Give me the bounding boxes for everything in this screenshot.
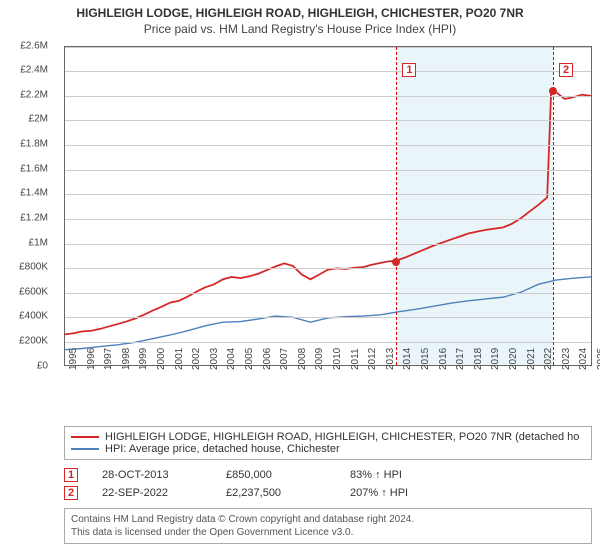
y-tick-label: £600K: [19, 286, 48, 297]
x-tick-label: 2025: [596, 347, 600, 369]
chart: 12 £0£200K£400K£600K£800K£1M£1.2M£1.4M£1…: [8, 40, 592, 400]
sale-rows: 1 28-OCT-2013 £850,000 83% ↑ HPI 2 22-SEP-202…: [64, 466, 592, 502]
page-subtitle: Price paid vs. HM Land Registry's House …: [8, 22, 592, 36]
legend-label-hpi: HPI: Average price, detached house, Chic…: [105, 443, 340, 455]
y-tick-label: £2.6M: [20, 40, 48, 51]
sale-price: £2,237,500: [226, 487, 326, 499]
y-tick-label: £800K: [19, 262, 48, 273]
sale-pct: 207% ↑ HPI: [350, 487, 450, 499]
y-tick-label: £2.2M: [20, 89, 48, 100]
page-title: HIGHLEIGH LODGE, HIGHLEIGH ROAD, HIGHLEI…: [8, 6, 592, 22]
footer: Contains HM Land Registry data © Crown c…: [64, 508, 592, 544]
y-tick-label: £1.6M: [20, 163, 48, 174]
price-marker-dot: [549, 87, 557, 95]
y-tick-label: £2M: [29, 114, 48, 125]
footer-line1: Contains HM Land Registry data © Crown c…: [71, 513, 585, 526]
y-tick-label: £400K: [19, 311, 48, 322]
legend-row-hpi: HPI: Average price, detached house, Chic…: [71, 443, 585, 455]
footer-line2: This data is licensed under the Open Gov…: [71, 526, 585, 539]
legend-label-property: HIGHLEIGH LODGE, HIGHLEIGH ROAD, HIGHLEI…: [105, 431, 579, 443]
y-tick-label: £200K: [19, 335, 48, 346]
price-marker-dot: [392, 258, 400, 266]
y-tick-label: £2.4M: [20, 65, 48, 76]
price-marker-box: 1: [402, 63, 416, 77]
sale-pct: 83% ↑ HPI: [350, 469, 450, 481]
sale-marker-box: 1: [64, 468, 78, 482]
y-tick-label: £1.8M: [20, 139, 48, 150]
sale-row: 2 22-SEP-2022 £2,237,500 207% ↑ HPI: [64, 484, 592, 502]
legend: HIGHLEIGH LODGE, HIGHLEIGH ROAD, HIGHLEI…: [64, 426, 592, 460]
sale-date: 28-OCT-2013: [102, 469, 202, 481]
y-tick-label: £1.4M: [20, 188, 48, 199]
sale-row: 1 28-OCT-2013 £850,000 83% ↑ HPI: [64, 466, 592, 484]
sale-marker-box: 2: [64, 486, 78, 500]
price-marker-box: 2: [559, 63, 573, 77]
legend-row-property: HIGHLEIGH LODGE, HIGHLEIGH ROAD, HIGHLEI…: [71, 431, 585, 443]
plot-area: 12: [64, 46, 592, 366]
y-tick-label: £1.2M: [20, 212, 48, 223]
sale-date: 22-SEP-2022: [102, 487, 202, 499]
sale-price: £850,000: [226, 469, 326, 481]
y-tick-label: £0: [37, 360, 48, 371]
y-tick-label: £1M: [29, 237, 48, 248]
